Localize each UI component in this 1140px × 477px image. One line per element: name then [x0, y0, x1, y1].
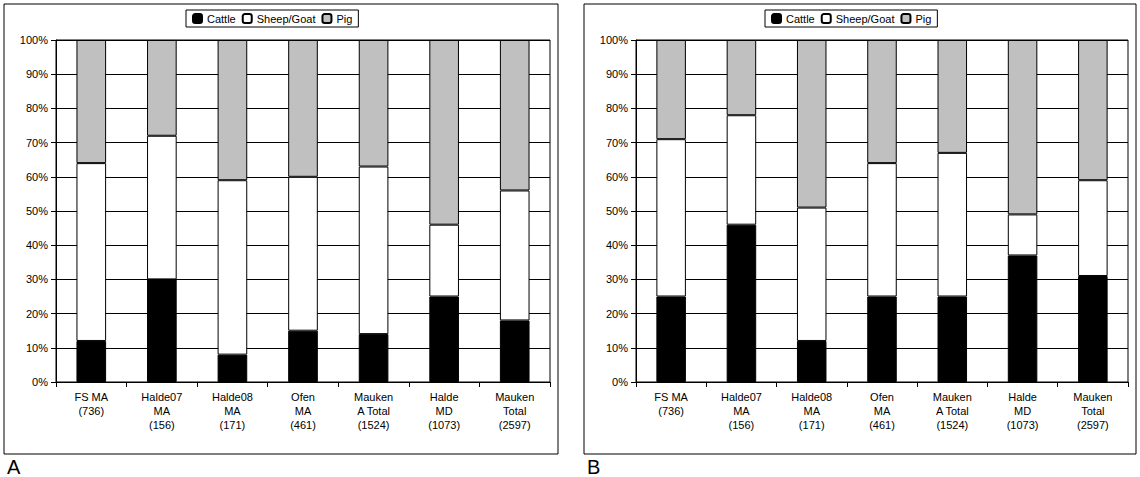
svg-text:Cattle: Cattle: [786, 13, 815, 25]
svg-text:(1524): (1524): [936, 419, 968, 431]
svg-text:Mauken: Mauken: [354, 391, 393, 403]
svg-text:Pig: Pig: [915, 13, 931, 25]
svg-text:B: B: [587, 456, 600, 477]
svg-text:A Total: A Total: [357, 405, 390, 417]
svg-text:10%: 10%: [26, 342, 48, 354]
svg-text:(171): (171): [799, 419, 825, 431]
svg-text:(736): (736): [78, 405, 104, 417]
svg-text:(2597): (2597): [499, 419, 531, 431]
svg-text:MA: MA: [295, 405, 312, 417]
svg-text:Halde08: Halde08: [212, 391, 253, 403]
svg-text:Halde08: Halde08: [791, 391, 832, 403]
svg-text:40%: 40%: [26, 239, 48, 251]
svg-text:80%: 80%: [606, 102, 628, 114]
svg-text:100%: 100%: [20, 34, 48, 46]
svg-text:20%: 20%: [606, 308, 628, 320]
svg-text:Ofen: Ofen: [291, 391, 315, 403]
svg-text:(461): (461): [869, 419, 895, 431]
svg-text:(1073): (1073): [1007, 419, 1039, 431]
svg-text:FS MA: FS MA: [654, 391, 688, 403]
svg-text:Halde07: Halde07: [721, 391, 762, 403]
svg-text:(736): (736): [658, 405, 684, 417]
svg-text:(156): (156): [149, 419, 175, 431]
svg-text:50%: 50%: [26, 205, 48, 217]
svg-text:0%: 0%: [32, 376, 48, 388]
svg-text:Cattle: Cattle: [207, 13, 236, 25]
svg-text:60%: 60%: [606, 171, 628, 183]
svg-text:Total: Total: [503, 405, 526, 417]
svg-text:30%: 30%: [606, 273, 628, 285]
svg-text:60%: 60%: [26, 171, 48, 183]
svg-text:A Total: A Total: [936, 405, 969, 417]
svg-text:MD: MD: [436, 405, 453, 417]
svg-text:40%: 40%: [606, 239, 628, 251]
svg-text:Total: Total: [1081, 405, 1104, 417]
svg-text:Pig: Pig: [336, 13, 352, 25]
svg-text:Sheep/Goat: Sheep/Goat: [836, 13, 895, 25]
svg-text:MD: MD: [1014, 405, 1031, 417]
svg-text:MA: MA: [224, 405, 241, 417]
svg-text:(1073): (1073): [428, 419, 460, 431]
svg-text:A: A: [7, 456, 21, 477]
svg-text:70%: 70%: [606, 137, 628, 149]
svg-text:Halde: Halde: [1008, 391, 1037, 403]
svg-text:Sheep/Goat: Sheep/Goat: [257, 13, 316, 25]
svg-text:FS MA: FS MA: [74, 391, 108, 403]
svg-text:Halde07: Halde07: [141, 391, 182, 403]
svg-text:(171): (171): [220, 419, 246, 431]
svg-text:0%: 0%: [612, 376, 628, 388]
svg-text:90%: 90%: [606, 68, 628, 80]
svg-text:10%: 10%: [606, 342, 628, 354]
svg-text:70%: 70%: [26, 137, 48, 149]
svg-text:(2597): (2597): [1077, 419, 1109, 431]
svg-text:20%: 20%: [26, 308, 48, 320]
svg-text:100%: 100%: [600, 34, 628, 46]
svg-text:80%: 80%: [26, 102, 48, 114]
svg-text:Mauken: Mauken: [1073, 391, 1112, 403]
svg-text:MA: MA: [733, 405, 750, 417]
svg-text:Mauken: Mauken: [933, 391, 972, 403]
svg-text:(1524): (1524): [358, 419, 390, 431]
svg-text:MA: MA: [803, 405, 820, 417]
svg-text:30%: 30%: [26, 273, 48, 285]
svg-text:(461): (461): [290, 419, 316, 431]
svg-text:MA: MA: [154, 405, 171, 417]
svg-text:Mauken: Mauken: [495, 391, 534, 403]
svg-text:50%: 50%: [606, 205, 628, 217]
svg-text:Ofen: Ofen: [870, 391, 894, 403]
svg-text:Halde: Halde: [430, 391, 459, 403]
svg-text:MA: MA: [874, 405, 891, 417]
svg-text:90%: 90%: [26, 68, 48, 80]
svg-text:(156): (156): [729, 419, 755, 431]
